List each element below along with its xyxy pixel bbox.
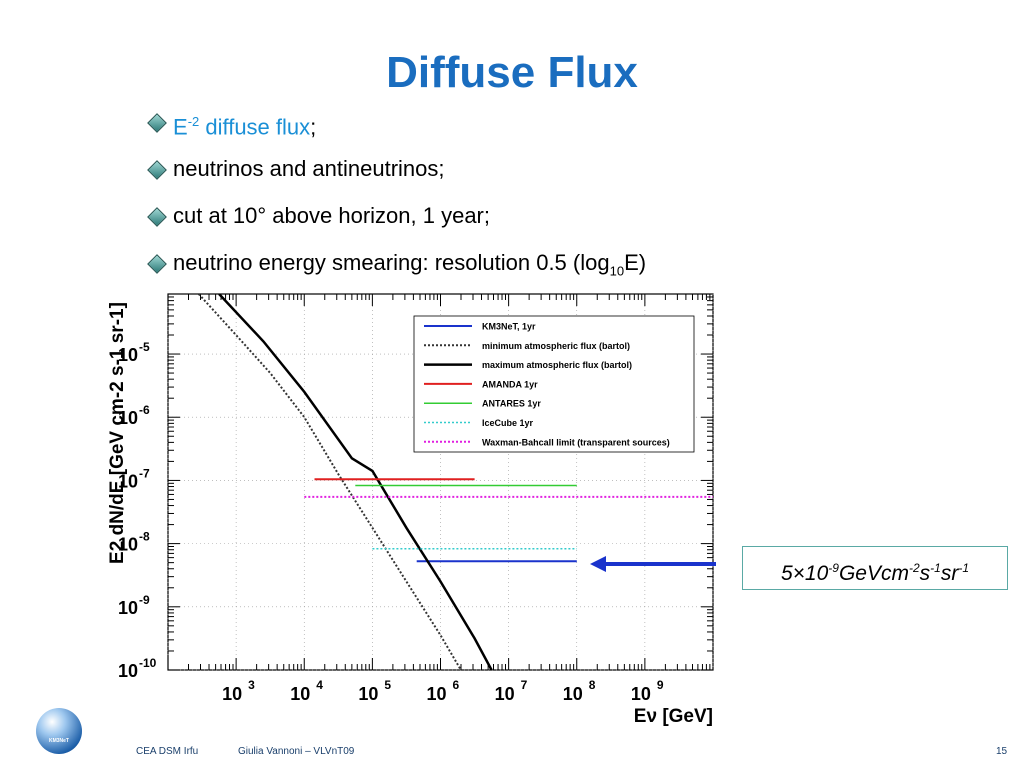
bullet-sub: 10 xyxy=(609,263,625,279)
y-axis-label: E2 dN/dE [GeV cm-2 s-1 sr-1] xyxy=(107,302,128,564)
legend-label: ANTARES 1yr xyxy=(482,399,541,409)
y-tick-label-exp: -10 xyxy=(139,656,157,670)
bullet-item: neutrino energy smearing: resolution 0.5… xyxy=(146,247,846,294)
bullet-item: cut at 10° above horizon, 1 year; xyxy=(146,200,846,247)
y-tick-label: 10 xyxy=(118,471,138,491)
callout-sup: -2 xyxy=(908,561,920,575)
y-tick-label-exp: -5 xyxy=(139,340,150,354)
flux-callout-box: 5×10-9GeVcm-2s-1sr-1 xyxy=(742,546,1008,590)
y-tick-label: 10 xyxy=(118,408,138,428)
y-tick-label: 10 xyxy=(118,535,138,555)
x-tick-label-exp: 9 xyxy=(657,678,664,692)
y-tick-label-exp: -6 xyxy=(139,403,150,417)
callout-sup: -1 xyxy=(930,561,941,575)
callout-sup: -1 xyxy=(958,561,969,575)
x-tick-label: 10 xyxy=(631,684,651,704)
bullet-text: cut at 10° above horizon, 1 year; xyxy=(173,203,490,228)
legend-label: Waxman-Bahcall limit (transparent source… xyxy=(482,437,670,447)
x-tick-label-exp: 3 xyxy=(248,678,255,692)
bullet-item: E-2 diffuse flux; xyxy=(146,106,846,153)
legend-label: KM3NeT, 1yr xyxy=(482,322,536,332)
x-axis-label: Eν [GeV] xyxy=(634,706,713,727)
x-tick-label: 10 xyxy=(358,684,378,704)
y-tick-label-exp: -8 xyxy=(139,530,150,544)
x-tick-label: 10 xyxy=(222,684,242,704)
footer-org: CEA DSM Irfu xyxy=(136,746,199,757)
callout-text: s xyxy=(919,562,931,585)
bullet-text: E xyxy=(173,114,188,140)
footer-author: Giulia Vannoni – VLVnT09 xyxy=(238,746,355,757)
x-tick-label-exp: 8 xyxy=(589,678,596,692)
legend-label: AMANDA 1yr xyxy=(482,379,538,389)
y-tick-label: 10 xyxy=(118,345,138,365)
bullet-text: E) xyxy=(624,250,647,275)
x-tick-label-exp: 6 xyxy=(453,678,460,692)
legend-label: minimum atmospheric flux (bartol) xyxy=(482,341,630,351)
callout-text: 5×10 xyxy=(780,562,829,585)
bullet-list: E-2 diffuse flux; neutrinos and antineut… xyxy=(146,106,846,294)
bullet-text: neutrino energy smearing: resolution 0.5… xyxy=(173,250,610,275)
y-tick-label-exp: -9 xyxy=(139,593,150,607)
callout-sup: -9 xyxy=(828,561,839,575)
legend-label: IceCube 1yr xyxy=(482,418,534,428)
slide-title: Diffuse Flux xyxy=(386,48,638,97)
x-tick-label: 10 xyxy=(426,684,446,704)
bullet-text: diffuse flux xyxy=(199,114,311,140)
x-tick-label-exp: 4 xyxy=(316,678,323,692)
legend-label: maximum atmospheric flux (bartol) xyxy=(482,360,632,370)
x-tick-label-exp: 7 xyxy=(521,678,528,692)
x-tick-label: 10 xyxy=(495,684,515,704)
bullet-sup: -2 xyxy=(187,114,200,129)
bullet-text: ; xyxy=(310,114,317,140)
bullet-item: neutrinos and antineutrinos; xyxy=(146,153,846,200)
y-tick-label-exp: -7 xyxy=(139,466,150,480)
callout-text: sr xyxy=(940,562,959,585)
km3net-logo: KM3NeT xyxy=(36,708,82,754)
callout-text: GeVcm xyxy=(838,562,909,585)
y-tick-label: 10 xyxy=(118,661,138,681)
x-tick-label: 10 xyxy=(290,684,310,704)
page-number: 15 xyxy=(996,746,1008,757)
series-line xyxy=(218,294,493,670)
x-tick-label-exp: 5 xyxy=(384,678,391,692)
logo-text: KM3NeT xyxy=(48,738,69,744)
bullet-text: neutrinos and antineutrinos; xyxy=(173,156,445,181)
series-line xyxy=(197,294,462,670)
x-tick-label: 10 xyxy=(563,684,583,704)
arrow-head-icon xyxy=(590,556,606,572)
y-tick-label: 10 xyxy=(118,598,138,618)
